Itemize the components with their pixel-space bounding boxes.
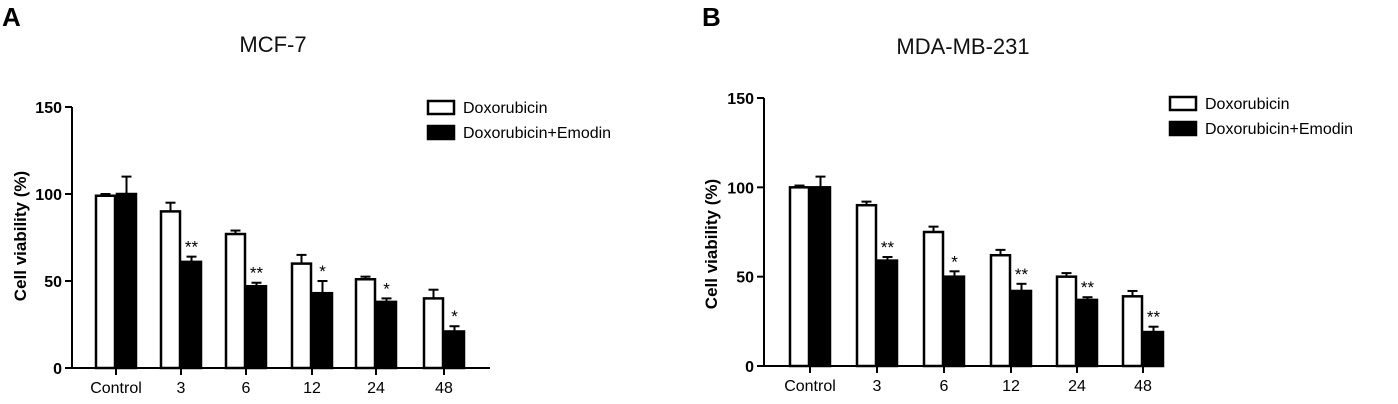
panel-a-legend-swatch	[426, 99, 456, 116]
panel-b-y-tick-label: 50	[736, 270, 754, 287]
panel-b-y-tick-label: 0	[745, 359, 754, 376]
panel-a-bar	[159, 210, 182, 370]
panel-a-bar	[180, 260, 203, 370]
panel-b-bar	[1010, 289, 1033, 368]
panel-a-significance-label: **	[250, 264, 264, 283]
panel-a-legend-label: Doxorubicin+Emodin	[463, 125, 611, 142]
panel-a-significance-label: *	[383, 279, 390, 298]
panel-b-bar	[1142, 330, 1165, 368]
panel-b-y-tick-label: 100	[727, 180, 754, 197]
panel-a-x-tick-label: 3	[177, 380, 186, 397]
panel-a-legend-swatch	[426, 124, 456, 141]
panel-a-legend: Doxorubicin Doxorubicin+Emodin	[426, 99, 611, 142]
panel-a-x-tick-label: 48	[435, 380, 453, 397]
panel-b-letter: B	[702, 2, 721, 32]
panel-a-y-tick-label: 100	[35, 187, 62, 204]
panel-a-bar	[245, 284, 268, 370]
panel-b-x-tick-label: 6	[940, 378, 949, 395]
panel-b-x-tick-label: 48	[1134, 378, 1152, 395]
panel-a-bar	[354, 278, 377, 370]
panel-b-x-tick-label: 3	[873, 378, 882, 395]
panel-b-bar	[788, 186, 811, 368]
panel-a-bar	[375, 300, 398, 370]
panel-b-legend-label: Doxorubicin	[1205, 96, 1289, 113]
panel-b-legend-label: Doxorubicin+Emodin	[1205, 121, 1353, 138]
panel-a-y-tick-label: 0	[53, 361, 62, 378]
panel-b-significance-label: **	[1015, 265, 1029, 284]
panel-a-x-tick-label: Control	[90, 380, 142, 397]
panel-a-significance-label: *	[319, 262, 326, 281]
panel-a-legend-label: Doxorubicin	[463, 100, 547, 117]
panel-b-x-tick-label: Control	[784, 378, 836, 395]
panel-b-significance-label: **	[1147, 308, 1161, 327]
panel-a-y-axis-label: Cell viability (%)	[11, 171, 30, 301]
panel-b-significance-label: *	[951, 252, 958, 271]
panel-a-x-tick-label: 24	[367, 380, 385, 397]
panel-a-significance-label: *	[451, 307, 458, 326]
panel-b-title: MDA-MB-231	[896, 34, 1029, 59]
panel-a-bar	[443, 330, 466, 370]
panel-a-title: MCF-7	[239, 32, 306, 57]
panel-a-x-tick-label: 6	[242, 380, 251, 397]
panel-a-bar	[94, 194, 117, 370]
panel-b-legend-swatch	[1168, 120, 1198, 137]
panel-b-legend: Doxorubicin Doxorubicin+Emodin	[1168, 95, 1353, 138]
panel-a-bar	[422, 297, 445, 370]
panel-b-significance-label: **	[1081, 278, 1095, 297]
panel-b-bar	[943, 275, 966, 368]
panel-a-bar	[311, 291, 334, 370]
panel-b-bar	[855, 203, 878, 368]
panel-b-bar	[989, 253, 1012, 368]
panel-a-bar	[115, 192, 138, 370]
panel-b-bar	[809, 186, 832, 368]
panel-a-y-tick-label: 50	[44, 274, 62, 291]
panel-b-y-tick-label: 150	[727, 91, 754, 108]
panel-a-significance-label: **	[185, 238, 199, 257]
panel-a-bar	[290, 262, 313, 370]
panel-b-bar	[1076, 298, 1099, 368]
panel-b-y-axis-label: Cell viability (%)	[702, 179, 721, 309]
panel-a-letter: A	[2, 2, 21, 32]
panel-b-bar	[922, 230, 945, 368]
panel-a-y-tick-label: 150	[35, 100, 62, 117]
panel-b-significance-label: **	[881, 238, 895, 257]
panel-b-bar	[1121, 295, 1144, 368]
panel-b-x-tick-label: 24	[1068, 378, 1086, 395]
panel-a-bar	[224, 232, 247, 370]
panel-b-x-tick-label: 12	[1002, 378, 1020, 395]
panel-a-x-tick-label: 12	[303, 380, 321, 397]
panel-b-bar	[1055, 275, 1078, 368]
panel-b-legend-swatch	[1168, 95, 1198, 112]
panel-b-bar	[876, 259, 899, 368]
